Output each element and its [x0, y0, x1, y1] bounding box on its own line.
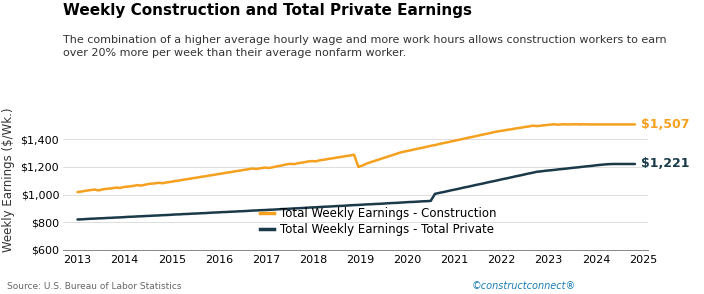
Text: $1,221: $1,221: [641, 158, 689, 171]
Total Weekly Earnings - Total Private: [142, 214, 150, 218]
Total Weekly Earnings - Total Private: [631, 162, 639, 166]
Legend: Total Weekly Earnings - Construction, Total Weekly Earnings - Total Private: Total Weekly Earnings - Construction, To…: [256, 202, 501, 241]
Total Weekly Earnings - Total Private: [524, 172, 533, 175]
Total Weekly Earnings - Total Private: [520, 173, 529, 176]
Total Weekly Earnings - Construction: [520, 125, 529, 129]
Line: Total Weekly Earnings - Construction: Total Weekly Earnings - Construction: [77, 124, 635, 192]
Text: Source: U.S. Bureau of Labor Statistics: Source: U.S. Bureau of Labor Statistics: [7, 282, 182, 291]
Total Weekly Earnings - Construction: [260, 166, 269, 169]
Text: $1,507: $1,507: [641, 118, 689, 131]
Total Weekly Earnings - Total Private: [120, 215, 129, 219]
Total Weekly Earnings - Construction: [120, 185, 129, 189]
Total Weekly Earnings - Construction: [550, 123, 558, 126]
Total Weekly Earnings - Construction: [524, 125, 533, 128]
Text: ©constructconnect®: ©constructconnect®: [472, 281, 576, 291]
Text: Weekly Construction and Total Private Earnings: Weekly Construction and Total Private Ea…: [63, 3, 472, 18]
Text: The combination of a higher average hourly wage and more work hours allows const: The combination of a higher average hour…: [63, 35, 667, 59]
Total Weekly Earnings - Total Private: [610, 162, 618, 166]
Total Weekly Earnings - Total Private: [244, 209, 252, 213]
Y-axis label: Weekly Earnings ($/Wk.): Weekly Earnings ($/Wk.): [2, 107, 15, 252]
Line: Total Weekly Earnings - Total Private: Total Weekly Earnings - Total Private: [77, 164, 635, 219]
Total Weekly Earnings - Total Private: [73, 218, 82, 221]
Total Weekly Earnings - Construction: [142, 183, 150, 186]
Total Weekly Earnings - Construction: [631, 123, 639, 126]
Total Weekly Earnings - Total Private: [260, 208, 269, 212]
Total Weekly Earnings - Construction: [244, 168, 252, 171]
Total Weekly Earnings - Construction: [73, 190, 82, 194]
